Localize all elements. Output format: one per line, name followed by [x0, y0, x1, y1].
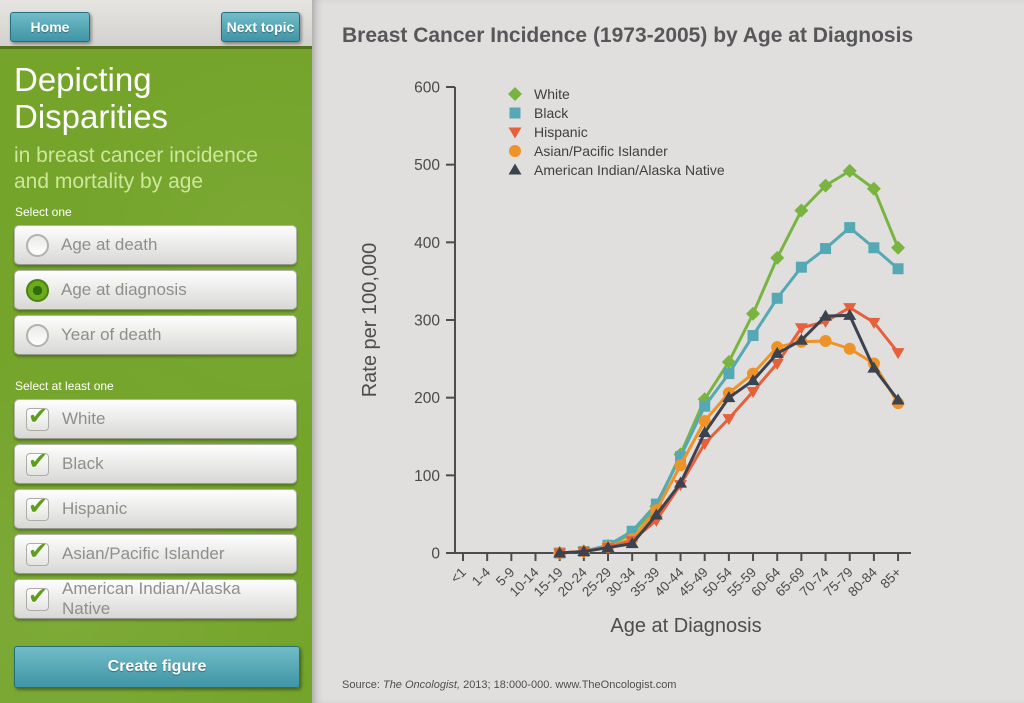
svg-text:1-4: 1-4 — [469, 564, 494, 589]
checkbox-option-american-indian-alaska-native[interactable]: ✔ American Indian/Alaska Native — [14, 579, 297, 619]
svg-text:100: 100 — [414, 468, 440, 485]
checkbox-option-asian-pacific-islander[interactable]: ✔ Asian/Pacific Islander — [14, 534, 297, 574]
radio-option-list: Age at death Age at diagnosis Year of deat… — [14, 225, 297, 355]
checkbox-option-label: Asian/Pacific Islander — [62, 544, 225, 563]
svg-text:80-84: 80-84 — [845, 564, 880, 599]
checkbox-option-black[interactable]: ✔ Black — [14, 444, 297, 484]
radio-selected-icon — [26, 278, 49, 302]
checkmark-icon: ✔ — [28, 447, 49, 475]
radio-option-age-at-death[interactable]: Age at death — [14, 225, 297, 265]
radio-option-age-at-diagnosis[interactable]: Age at diagnosis — [14, 270, 297, 310]
svg-text:<1: <1 — [448, 565, 470, 587]
checkmark-icon: ✔ — [28, 492, 49, 520]
y-axis-label: Rate per 100,000 — [359, 243, 381, 398]
page-title: Depicting Disparities — [14, 61, 297, 135]
checkbox-option-label: Black — [62, 454, 104, 473]
source-journal: The Oncologist, — [382, 679, 461, 691]
page-title-line1: Depicting — [14, 61, 152, 98]
svg-text:85+: 85+ — [877, 564, 904, 591]
create-figure-button[interactable]: Create figure — [14, 646, 300, 688]
svg-text:Asian/Pacific Islander: Asian/Pacific Islander — [534, 143, 668, 159]
x-axis-label: Age at Diagnosis — [610, 615, 761, 637]
checkbox-checked-icon: ✔ — [26, 448, 49, 476]
top-bar: Home Next topic — [0, 0, 312, 49]
chart-legend: White Black Hispanic Asian/Pacific Islander… — [508, 86, 725, 178]
page-subtitle: in breast cancer incidence and mortality… — [14, 144, 258, 193]
checkmark-icon: ✔ — [28, 582, 49, 610]
radio-unselected-icon — [26, 323, 49, 347]
svg-text:500: 500 — [414, 157, 440, 174]
next-topic-button[interactable]: Next topic — [221, 12, 300, 42]
checkbox-option-hispanic[interactable]: ✔ Hispanic — [14, 489, 297, 529]
checkbox-checked-icon: ✔ — [26, 403, 49, 431]
checkbox-checked-icon: ✔ — [26, 583, 49, 611]
svg-text:Black: Black — [534, 105, 569, 121]
svg-text:300: 300 — [414, 313, 440, 330]
series-hispanic — [553, 303, 905, 560]
svg-text:0: 0 — [431, 546, 440, 563]
radio-unselected-icon — [26, 233, 49, 257]
radio-option-year-of-death[interactable]: Year of death — [14, 315, 297, 355]
checkmark-icon: ✔ — [28, 402, 49, 430]
source-prefix: Source: — [342, 679, 383, 691]
radio-option-label: Year of death — [61, 325, 162, 344]
radio-option-label: Age at death — [61, 235, 158, 254]
svg-text:600: 600 — [414, 80, 440, 97]
svg-text:White: White — [534, 86, 570, 102]
checkbox-option-list: ✔ White ✔ Black ✔ Hispanic ✔ Asian/Pacific Isla… — [14, 399, 297, 619]
chart-title: Breast Cancer Incidence (1973-2005) by A… — [342, 24, 914, 47]
checkbox-option-label: Hispanic — [62, 499, 128, 518]
select-one-label: Select one — [15, 205, 72, 219]
checkbox-option-label: White — [62, 409, 106, 428]
series-american-indian-alaska-native — [553, 308, 905, 558]
svg-text:200: 200 — [414, 390, 440, 407]
source-rest: 2013; 18:000-000. www.TheOncologist.com — [460, 679, 677, 691]
svg-text:Hispanic: Hispanic — [534, 124, 588, 140]
checkbox-option-label: American Indian/Alaska Native — [62, 579, 241, 618]
checkmark-icon: ✔ — [28, 537, 49, 565]
checkbox-checked-icon: ✔ — [26, 493, 49, 521]
svg-text:400: 400 — [414, 235, 440, 252]
page-title-line2: Disparities — [14, 98, 169, 135]
select-at-least-one-label: Select at least one — [15, 379, 114, 393]
radio-option-label: Age at diagnosis — [61, 280, 187, 299]
checkbox-option-white[interactable]: ✔ White — [14, 399, 297, 439]
home-button[interactable]: Home — [10, 12, 90, 42]
svg-text:American Indian/Alaska Native: American Indian/Alaska Native — [534, 162, 725, 178]
sidebar: Depicting Disparities in breast cancer i… — [0, 49, 312, 703]
chart-panel: Breast Cancer Incidence (1973-2005) by A… — [312, 0, 1024, 703]
left-column: Home Next topic Depicting Disparities in… — [0, 0, 312, 703]
checkbox-checked-icon: ✔ — [26, 538, 49, 566]
source-note: Source: The Oncologist, 2013; 18:000-000… — [342, 679, 676, 691]
